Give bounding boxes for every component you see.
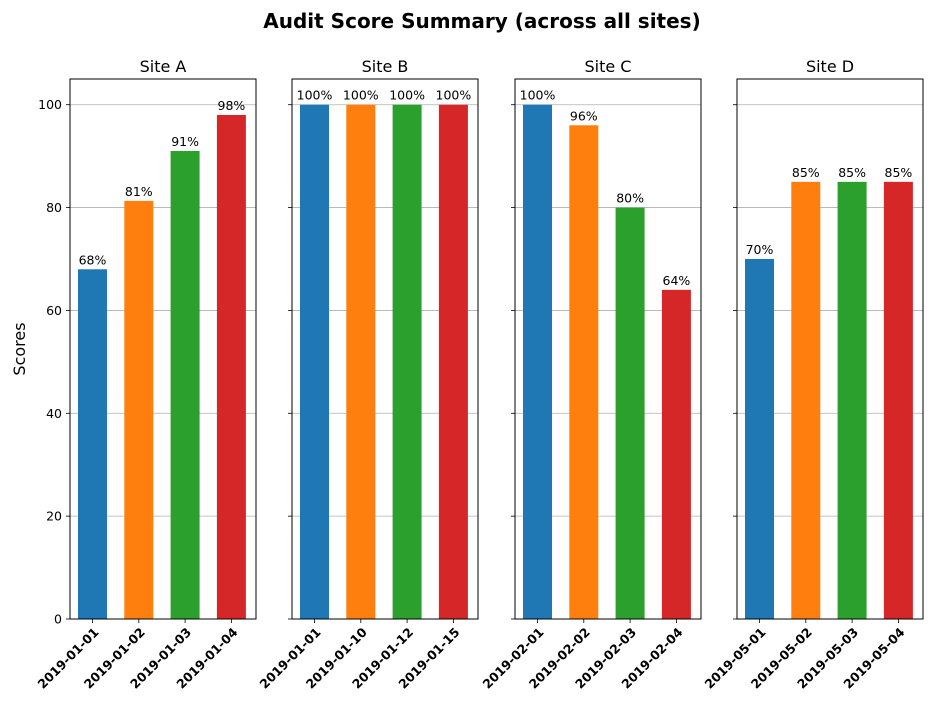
y-tick-label: 100: [38, 97, 62, 112]
data-label: 96%: [570, 108, 598, 123]
bar: [661, 289, 691, 619]
data-label: 64%: [663, 273, 691, 288]
panel-site-b: 100%2019-01-01100%2019-01-10100%2019-01-…: [256, 57, 479, 692]
bar: [523, 104, 552, 619]
bar: [615, 207, 645, 620]
data-label: 85%: [838, 165, 866, 180]
panel-title: Site A: [140, 57, 187, 76]
y-tick-label: 20: [46, 509, 62, 524]
y-tick-label: 80: [46, 200, 62, 215]
y-tick-label: 60: [46, 303, 62, 318]
bar: [78, 269, 107, 619]
panel-title: Site C: [585, 57, 632, 76]
bar: [392, 104, 422, 619]
panel-frame: [514, 78, 702, 620]
data-label: 70%: [746, 242, 774, 257]
data-label: 80%: [616, 191, 644, 206]
chart-title: Audit Score Summary (across all sites): [263, 9, 700, 33]
bar: [216, 115, 246, 619]
panel-title: Site B: [362, 57, 409, 76]
bar: [124, 200, 154, 619]
data-label: 100%: [343, 88, 379, 103]
panel-title: Site D: [806, 57, 854, 76]
bar: [883, 181, 913, 619]
data-label: 68%: [79, 252, 107, 267]
panel-frame: [69, 78, 257, 620]
bar: [791, 181, 821, 619]
data-label: 100%: [520, 88, 556, 103]
data-label: 81%: [125, 184, 153, 199]
data-label: 100%: [436, 88, 472, 103]
panel-site-d: 70%2019-05-0185%2019-05-0285%2019-05-038…: [701, 57, 924, 692]
data-label: 91%: [171, 134, 199, 149]
data-label: 85%: [792, 165, 820, 180]
bar: [837, 181, 867, 619]
bar: [170, 151, 200, 619]
data-label: 98%: [218, 98, 246, 113]
panel-site-c: 100%2019-02-0196%2019-02-0280%2019-02-03…: [479, 57, 702, 692]
bar: [745, 259, 774, 619]
panel-site-a: 68%2019-01-0181%2019-01-0291%2019-01-039…: [34, 57, 257, 692]
y-tick-label: 40: [46, 406, 62, 421]
bar: [569, 125, 599, 620]
data-label: 100%: [389, 88, 425, 103]
bar: [438, 104, 468, 619]
panels: 68%2019-01-0181%2019-01-0291%2019-01-039…: [34, 57, 924, 692]
bar: [300, 104, 329, 619]
data-label: 85%: [885, 165, 913, 180]
panel-frame: [291, 78, 479, 620]
panel-frame: [736, 78, 924, 620]
y-axis-label: Scores: [10, 322, 29, 375]
y-tick-label: 0: [54, 612, 62, 627]
bar: [346, 104, 376, 619]
data-label: 100%: [297, 88, 333, 103]
